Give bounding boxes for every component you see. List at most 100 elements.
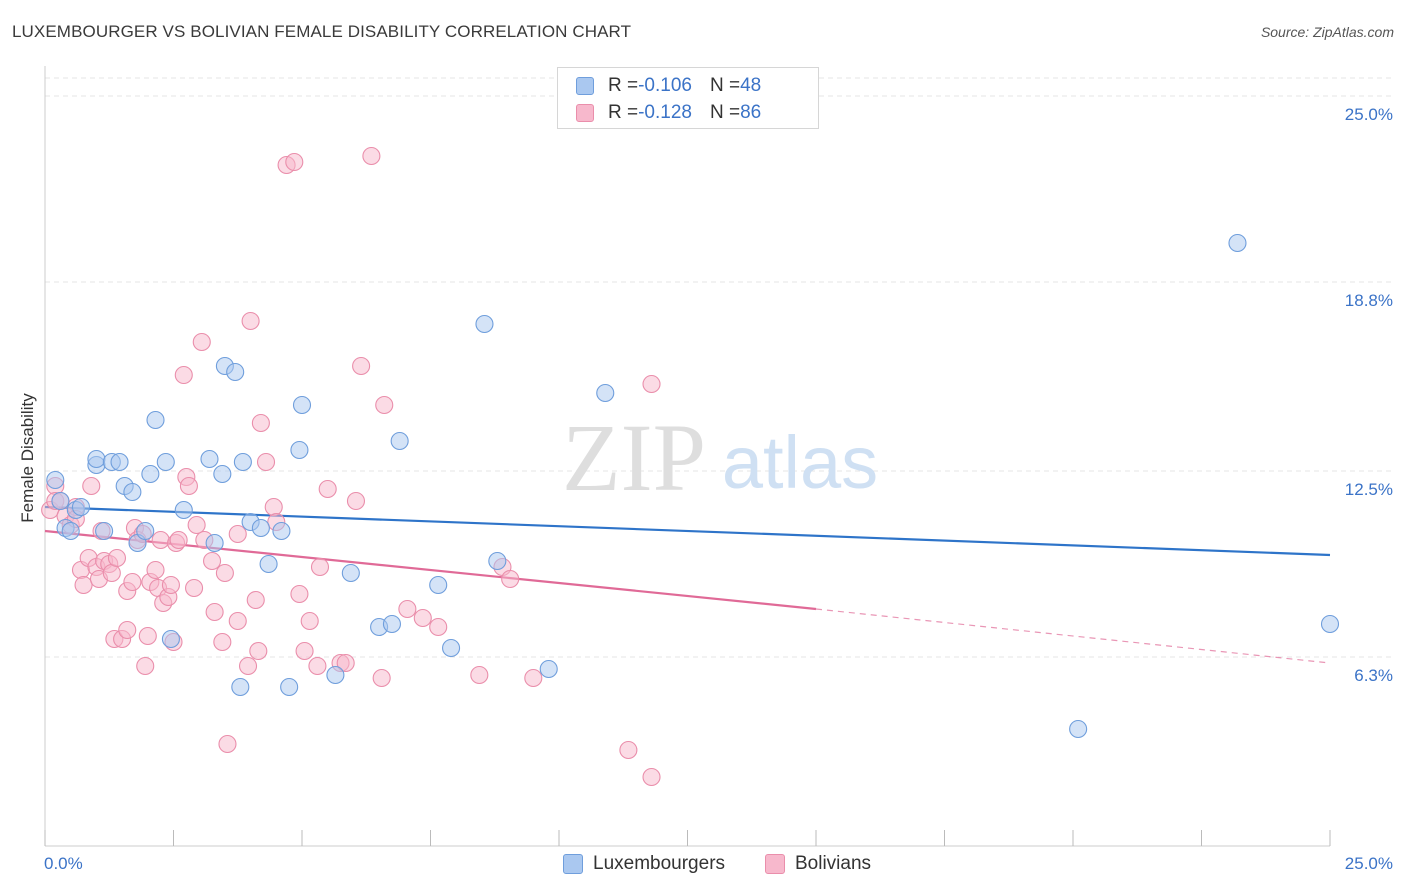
watermark: ZIP atlas <box>562 404 878 511</box>
luxembourgers-point <box>1069 719 1088 739</box>
luxembourgers-point <box>292 395 312 415</box>
bolivians-point <box>318 479 337 499</box>
bolivians-point <box>118 620 137 640</box>
luxembourgers-point <box>200 449 219 469</box>
bolivians-point <box>372 668 391 688</box>
luxembourgers-point <box>429 575 448 595</box>
bolivians-point <box>264 497 283 517</box>
bolivians-point <box>241 311 260 331</box>
luxembourgers-point <box>156 452 175 472</box>
luxembourgers-point <box>110 452 129 472</box>
correlation-legend: R = -0.106 N = 48 R = -0.128 N = 86 <box>557 67 819 129</box>
bolivians-point <box>151 530 170 550</box>
luxembourgers-point <box>326 665 345 685</box>
luxembourgers-point <box>95 521 114 541</box>
bolivians-point <box>102 563 121 583</box>
bolivians-point <box>619 740 638 760</box>
chart-title: LUXEMBOURGER VS BOLIVIAN FEMALE DISABILI… <box>12 22 632 41</box>
bolivians-point <box>192 332 211 352</box>
luxembourgers-point <box>231 677 250 697</box>
watermark-zip: ZIP <box>562 404 706 511</box>
luxembourgers-point <box>161 629 180 649</box>
bolivians-point <box>524 668 543 688</box>
y-tick-label: 25.0% <box>1345 105 1393 124</box>
bolivians-point <box>336 653 355 673</box>
luxembourgers-point <box>226 362 245 382</box>
bolivians-point <box>642 767 661 787</box>
bolivians-point <box>107 548 127 568</box>
bolivians-point <box>238 656 258 676</box>
bolivians-point <box>501 569 520 589</box>
luxembourgers-point <box>233 452 252 472</box>
bolivians-point <box>228 611 247 631</box>
bolivians-point <box>290 584 309 604</box>
luxembourgers-point <box>71 497 91 517</box>
n-value: 86 <box>740 102 762 123</box>
bolivians-point <box>285 152 304 172</box>
bolivians-point <box>215 563 234 583</box>
series-legend-bolivians[interactable]: Bolivians <box>765 852 871 876</box>
luxembourgers-point <box>290 440 309 460</box>
bolivians-point <box>413 608 432 628</box>
r-value: -0.128 <box>638 102 692 123</box>
r-label: R = <box>608 75 639 96</box>
series-legend-luxembourgers[interactable]: Luxembourgers <box>563 852 725 876</box>
bolivians-point <box>249 641 268 661</box>
luxembourgers-point <box>136 521 155 541</box>
bolivians-point <box>470 665 489 685</box>
bolivians-point <box>161 575 180 595</box>
bolivians-point <box>187 515 206 535</box>
luxembourgers-point <box>390 431 409 451</box>
bolivians-point <box>205 602 224 622</box>
bolivians-point <box>256 452 276 472</box>
bolivians-point <box>228 524 247 544</box>
bolivians-point <box>185 578 204 598</box>
luxembourgers-point <box>46 470 65 490</box>
luxembourgers-point <box>205 533 224 553</box>
bolivians-point <box>308 656 327 676</box>
y-tick-label: 6.3% <box>1354 666 1393 685</box>
bolivians-point <box>246 590 265 610</box>
bolivians-point <box>203 551 222 571</box>
luxembourgers-point <box>1320 614 1340 634</box>
bolivians-point <box>295 641 314 661</box>
bolivians-point <box>251 413 270 433</box>
n-label: N = <box>709 75 741 96</box>
bolivians-swatch <box>576 104 594 122</box>
bolivians-point <box>138 626 157 646</box>
luxembourgers-point <box>251 518 270 538</box>
source-credit: Source: ZipAtlas.com <box>1260 24 1394 40</box>
bolivians-point <box>146 560 165 580</box>
luxembourgers-point <box>596 383 615 403</box>
legend-row-bolivians: R = -0.128 N = 86 <box>576 102 761 124</box>
luxembourgers-trend-line <box>44 505 1331 557</box>
bolivians-point <box>218 734 237 754</box>
series-name: Luxembourgers <box>593 853 726 874</box>
luxembourgers-point <box>87 449 106 469</box>
luxembourgers-point <box>51 491 70 511</box>
n-label: N = <box>709 102 741 123</box>
luxembourgers-swatch <box>576 77 594 95</box>
r-value: -0.106 <box>638 75 692 96</box>
bolivians-point <box>136 656 155 676</box>
bolivians-point <box>82 476 101 496</box>
bolivians-point <box>362 146 381 166</box>
series-name: Bolivians <box>795 853 872 874</box>
bolivians-point <box>375 395 394 415</box>
luxembourgers-point <box>1228 233 1247 253</box>
bolivians-trend-extension <box>815 608 1331 664</box>
bolivians-point <box>169 530 188 550</box>
luxembourgers-point <box>61 521 80 541</box>
x-tick-label: 0.0% <box>44 854 83 873</box>
legend-row-luxembourgers: R = -0.106 N = 48 <box>576 75 761 97</box>
y-axis-label: Female Disability <box>18 393 37 523</box>
bolivians-point <box>123 572 142 592</box>
bolivians-point <box>310 557 330 577</box>
bolivians-point <box>346 491 366 511</box>
luxembourgers-point <box>341 563 360 583</box>
bolivians-point <box>179 476 198 496</box>
luxembourgers-point <box>123 482 142 502</box>
luxembourgers-point <box>280 677 299 697</box>
bolivians-point <box>74 575 93 595</box>
luxembourgers-point <box>475 314 494 334</box>
